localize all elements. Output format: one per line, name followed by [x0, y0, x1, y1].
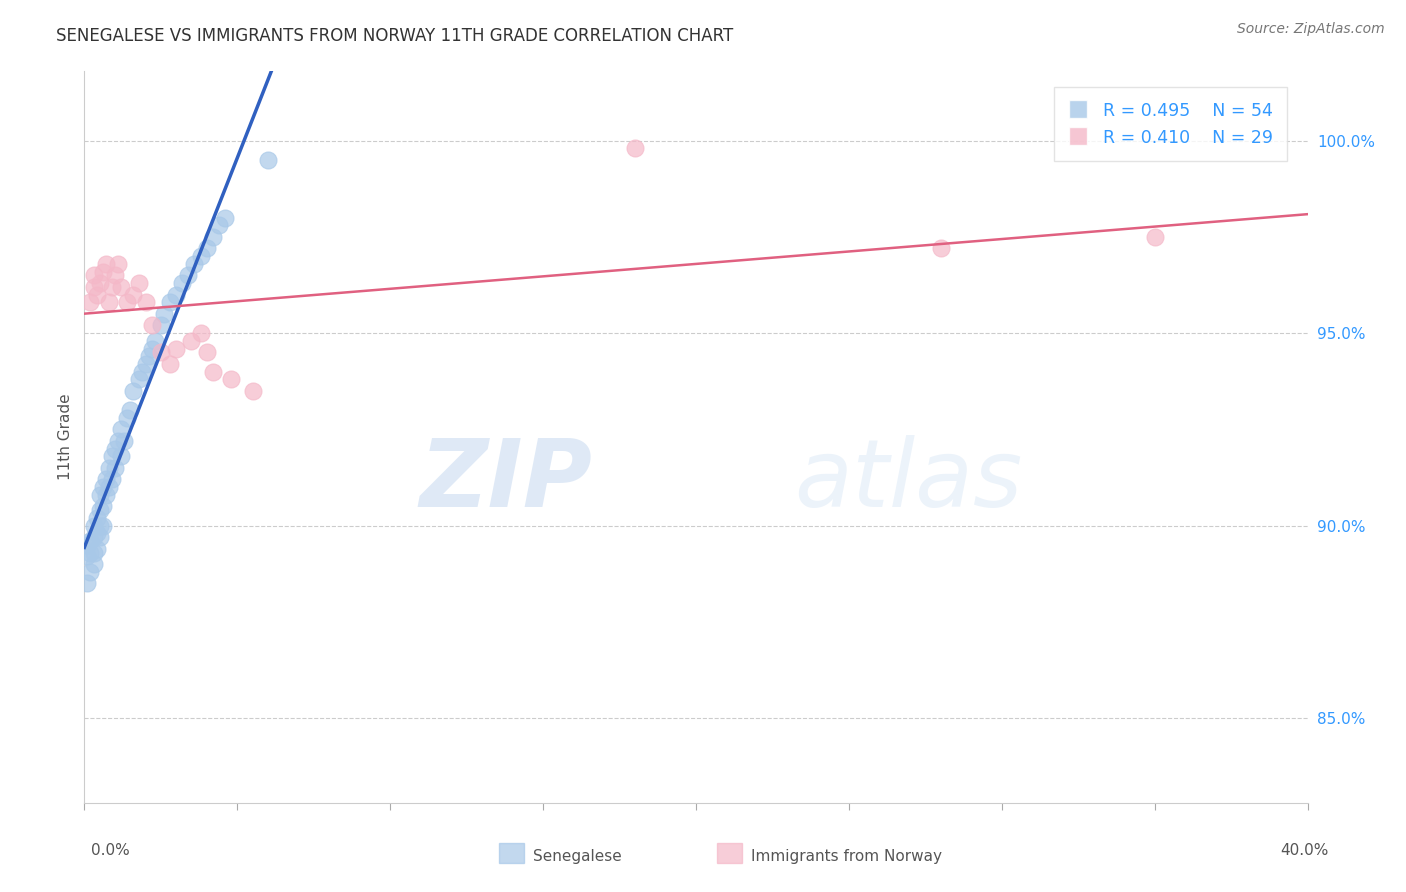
Point — [97, 295, 120, 310]
Point — [122, 287, 145, 301]
Point — [76, 549, 98, 564]
Y-axis label: 11th Grade: 11th Grade — [58, 393, 73, 481]
Point — [86, 541, 108, 556]
Point — [91, 518, 114, 533]
Point — [76, 576, 98, 591]
Point — [257, 153, 280, 167]
Point — [83, 545, 105, 559]
Point — [180, 334, 202, 348]
Point — [128, 276, 150, 290]
Point — [110, 280, 132, 294]
Point — [159, 295, 181, 310]
Point — [89, 518, 111, 533]
Point — [141, 342, 163, 356]
Point — [79, 545, 101, 559]
Point — [190, 326, 212, 340]
Point — [141, 318, 163, 333]
Point — [190, 249, 212, 263]
Text: Source: ZipAtlas.com: Source: ZipAtlas.com — [1237, 22, 1385, 37]
Point — [101, 472, 124, 486]
Point — [149, 345, 172, 359]
Legend: R = 0.495    N = 54, R = 0.410    N = 29: R = 0.495 N = 54, R = 0.410 N = 29 — [1054, 87, 1286, 161]
Point — [135, 357, 157, 371]
Point — [115, 410, 138, 425]
Point — [97, 461, 120, 475]
Point — [115, 295, 138, 310]
Point — [110, 422, 132, 436]
Point — [101, 280, 124, 294]
Point — [94, 488, 117, 502]
Point — [79, 534, 101, 549]
Point — [128, 372, 150, 386]
Text: Immigrants from Norway: Immigrants from Norway — [751, 849, 942, 863]
Point — [83, 518, 105, 533]
Point — [79, 295, 101, 310]
Point — [107, 257, 129, 271]
Point — [195, 242, 218, 256]
Point — [91, 480, 114, 494]
Point — [159, 357, 181, 371]
Point — [177, 268, 200, 283]
Point — [89, 530, 111, 544]
Point — [110, 450, 132, 464]
Point — [89, 488, 111, 502]
Point — [122, 384, 145, 398]
Point — [79, 565, 101, 579]
Point — [195, 345, 218, 359]
Point — [86, 511, 108, 525]
Point — [135, 295, 157, 310]
Text: ZIP: ZIP — [419, 435, 592, 527]
Text: 40.0%: 40.0% — [1281, 843, 1329, 858]
Point — [86, 526, 108, 541]
Point — [89, 503, 111, 517]
Point — [97, 480, 120, 494]
Point — [120, 403, 142, 417]
Point — [94, 472, 117, 486]
Text: Senegalese: Senegalese — [533, 849, 621, 863]
Point — [83, 530, 105, 544]
Point — [624, 141, 647, 155]
Point — [138, 349, 160, 363]
Point — [104, 461, 127, 475]
Point — [76, 538, 98, 552]
Point — [91, 264, 114, 278]
Point — [929, 242, 952, 256]
Point — [143, 334, 166, 348]
Point — [201, 365, 224, 379]
Point — [83, 280, 105, 294]
Point — [104, 268, 127, 283]
Point — [214, 211, 236, 225]
Point — [83, 557, 105, 571]
Point — [165, 342, 187, 356]
Point — [183, 257, 205, 271]
Text: 0.0%: 0.0% — [91, 843, 131, 858]
Point — [104, 442, 127, 456]
Point — [101, 450, 124, 464]
Point — [219, 372, 242, 386]
Text: SENEGALESE VS IMMIGRANTS FROM NORWAY 11TH GRADE CORRELATION CHART: SENEGALESE VS IMMIGRANTS FROM NORWAY 11T… — [56, 27, 734, 45]
Point — [112, 434, 135, 448]
Point — [107, 434, 129, 448]
Point — [149, 318, 172, 333]
Point — [89, 276, 111, 290]
Point — [131, 365, 153, 379]
Text: atlas: atlas — [794, 435, 1022, 526]
Point — [91, 500, 114, 514]
Point — [83, 268, 105, 283]
Point — [201, 230, 224, 244]
Point — [1143, 230, 1166, 244]
Point — [242, 384, 264, 398]
Point — [153, 307, 176, 321]
Point — [94, 257, 117, 271]
Point — [172, 276, 194, 290]
Point — [86, 287, 108, 301]
Point — [165, 287, 187, 301]
Point — [208, 219, 231, 233]
